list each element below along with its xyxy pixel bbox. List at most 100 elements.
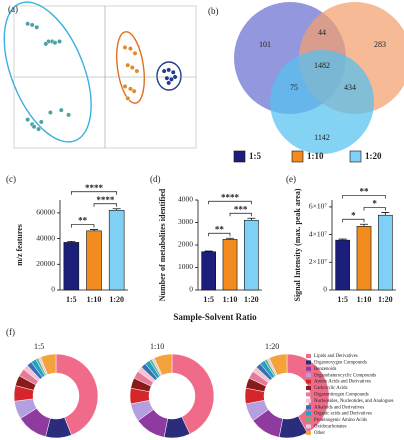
x-tick-label: 1:5 [203, 295, 214, 304]
significance-label: ** [215, 224, 225, 234]
significance-bracket [363, 207, 386, 211]
x-tick-label: 1:20 [244, 295, 259, 304]
x-tick-label: 1:10 [87, 295, 102, 304]
group-ellipse [115, 31, 146, 104]
error-bar [226, 237, 234, 240]
venn-count: 283 [374, 40, 386, 49]
y-tick-label: 4×10⁷ [309, 229, 327, 238]
data-point [58, 107, 64, 113]
bar [222, 239, 238, 291]
data-point [125, 62, 131, 68]
legend-swatch [291, 150, 304, 163]
x-tick-label: 1:20 [109, 295, 124, 304]
donut-title: 1:10 [150, 342, 164, 351]
y-tick-label: 0 [51, 285, 55, 294]
y-axis-title: Number of metabolites identified [158, 188, 167, 301]
error-bar [338, 238, 347, 241]
legend-label: Proteinogenic Amino Acids [314, 418, 367, 423]
data-point [170, 69, 176, 75]
bar [377, 214, 393, 291]
y-tick-label: 3000 [178, 217, 193, 226]
donut-slice [55, 353, 99, 436]
legend-swatch [306, 360, 311, 365]
venn-count: 75 [290, 83, 298, 92]
y-tick-label: 4000 [178, 195, 193, 204]
bar [356, 226, 372, 291]
error-bar [204, 250, 213, 252]
data-point [134, 68, 140, 74]
donut-slice [268, 353, 288, 376]
significance-label: * [372, 199, 377, 209]
data-point [125, 95, 131, 101]
legend-swatch [306, 424, 311, 429]
significance-label: **** [85, 183, 104, 193]
data-point [172, 74, 178, 80]
data-point [131, 88, 137, 94]
panel-label: (a) [8, 4, 18, 14]
x-tick-label: 1:20 [378, 295, 393, 304]
significance-bracket [342, 195, 386, 199]
data-point [25, 21, 31, 27]
data-point [132, 50, 138, 56]
data-point [166, 67, 172, 73]
data-point [169, 76, 174, 82]
significance-bracket [208, 200, 252, 205]
y-tick-label: 2000 [178, 240, 193, 249]
bar [243, 219, 259, 291]
legend-label: Organooxygen Compounds [314, 360, 367, 365]
legend-swatch [306, 373, 311, 378]
legend-swatch [306, 398, 311, 403]
data-point [122, 84, 128, 89]
donut-slice [153, 353, 173, 376]
significance-label: * [351, 210, 356, 220]
data-point [52, 40, 58, 46]
group-ellipse [3, 1, 92, 143]
legend-label: Carboxylic Acids [314, 386, 348, 391]
panel-label: (f) [6, 327, 15, 337]
y-tick-label: 0 [189, 285, 193, 294]
legend-label: Amino Acids and Derivatives [314, 380, 371, 385]
data-point [31, 124, 37, 130]
donut-slice [171, 353, 215, 435]
legend-label: Nucleosides, Nucleotides, and Analogues [314, 399, 394, 404]
venn-set [270, 50, 374, 154]
data-point [166, 80, 172, 86]
significance-bracket [342, 218, 365, 223]
legend-swatch [306, 430, 311, 435]
error-bar [67, 241, 76, 243]
legend-label: Oxidocarbonates [314, 424, 347, 429]
significance-bracket [70, 224, 95, 228]
venn-count: 434 [344, 83, 356, 92]
x-axis-title: Sample-Solvent Ratio [173, 312, 257, 322]
y-axis-title: m/z features [15, 224, 24, 266]
legend-swatch [306, 386, 311, 390]
legend-swatch [306, 411, 311, 416]
data-point [128, 86, 133, 92]
significance-label: **** [96, 195, 115, 205]
significance-label: **** [221, 192, 240, 202]
donut-slice [40, 353, 57, 375]
venn-count: 1482 [314, 61, 330, 70]
significance-bracket [208, 232, 231, 237]
y-tick-label: 20000 [36, 259, 55, 268]
data-point [34, 24, 40, 30]
legend-swatch [306, 354, 311, 358]
bar [335, 239, 351, 291]
bar [108, 209, 125, 291]
bar [201, 251, 217, 291]
data-point [38, 119, 44, 125]
significance-bracket [93, 203, 118, 207]
data-point [161, 68, 167, 74]
data-point [29, 22, 35, 28]
legend-swatch [306, 366, 311, 371]
donut-title: 1:5 [34, 342, 44, 351]
data-point [128, 46, 133, 51]
donut-title: 1:20 [265, 342, 279, 351]
error-bar [112, 208, 121, 211]
data-point [129, 65, 135, 70]
legend-swatch [306, 418, 311, 422]
data-point [36, 126, 41, 132]
venn-count: 1142 [314, 133, 330, 142]
y-tick-label: 1000 [178, 262, 193, 271]
